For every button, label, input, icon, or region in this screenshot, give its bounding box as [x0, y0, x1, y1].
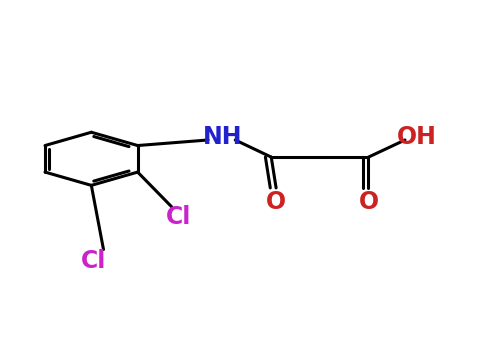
Text: Cl: Cl	[81, 249, 106, 274]
Text: O: O	[358, 190, 378, 214]
Text: OH: OH	[396, 125, 436, 149]
Text: Cl: Cl	[166, 205, 191, 229]
Text: O: O	[265, 190, 285, 214]
Text: NH: NH	[203, 125, 242, 149]
